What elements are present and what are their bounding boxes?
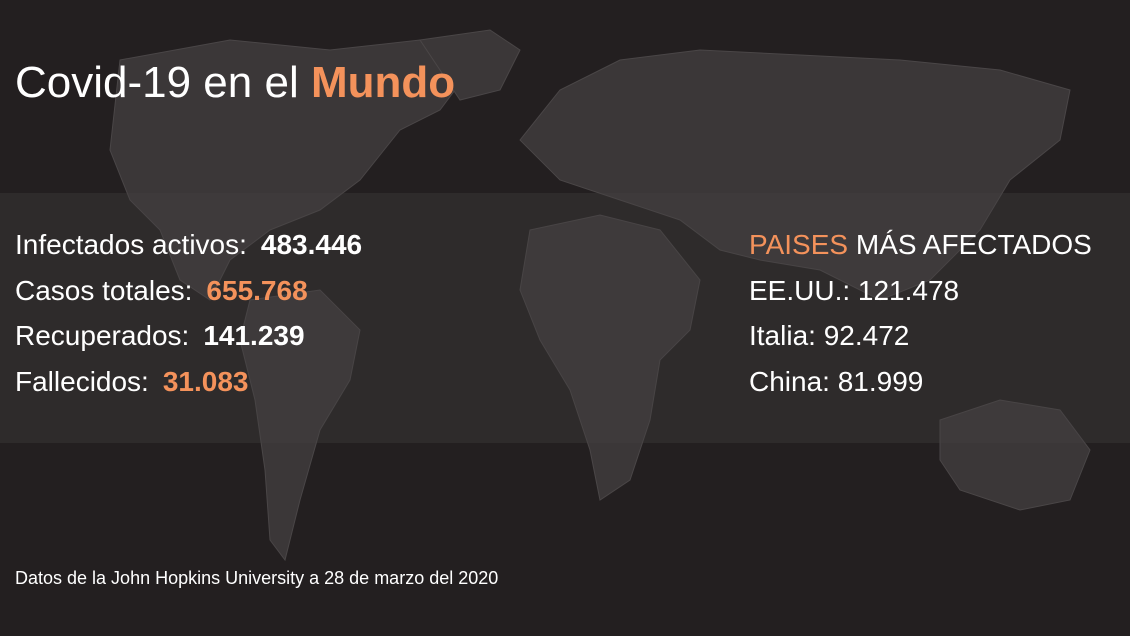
stat-row: Recuperados: 141.239 [15, 320, 305, 352]
country-row: Italia: 92.472 [749, 320, 910, 351]
countries-heading: PAISES MÁS AFECTADOS [749, 229, 1092, 261]
stat-value: 31.083 [162, 366, 249, 397]
stat-value: 483.446 [260, 229, 363, 260]
stats-band [0, 193, 1130, 443]
heading-highlight: PAISES [749, 229, 849, 260]
stat-label: Fallecidos: [15, 366, 149, 397]
stat-label: Recuperados: [15, 320, 190, 351]
title-text: Covid-19 en el [15, 58, 311, 107]
stat-row: Infectados activos: 483.446 [15, 229, 362, 261]
stat-value: 141.239 [203, 320, 305, 351]
country-row: China: 81.999 [749, 366, 924, 397]
stat-label: Infectados activos: [15, 229, 247, 260]
heading-text: MÁS AFECTADOS [855, 229, 1092, 260]
stat-row: Fallecidos: 31.083 [15, 366, 248, 398]
stat-row: Casos totales: 655.768 [15, 275, 308, 307]
stat-label: Casos totales: [15, 275, 193, 306]
title: Covid-19 en el Mundo [15, 58, 455, 108]
country-row: EE.UU.: 121.478 [749, 275, 960, 306]
stat-value: 655.768 [206, 275, 308, 306]
source-note: Datos de la John Hopkins University a 28… [15, 568, 499, 588]
title-highlight: Mundo [310, 58, 456, 107]
